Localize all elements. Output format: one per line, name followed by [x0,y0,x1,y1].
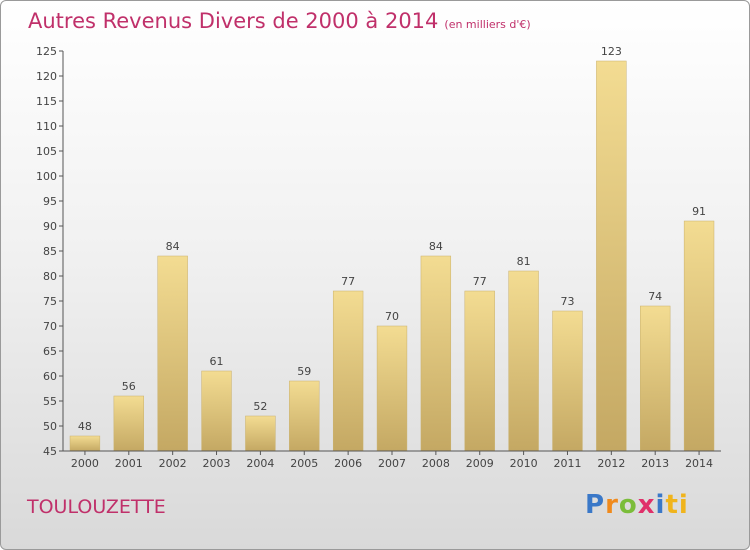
y-tick-label: 80 [43,270,57,283]
bar [552,310,583,452]
bar [157,255,188,452]
bar [69,435,101,452]
x-tick-label: 2008 [422,457,450,470]
y-tick: 75 [43,295,63,308]
bar [376,325,408,452]
y-tick-label: 75 [43,295,57,308]
bar-value-label: 84 [429,240,443,253]
bar-value-label: 73 [560,295,574,308]
bar [683,220,715,452]
chart-unit-note: (en milliers d'€) [444,18,531,31]
x-tick-label: 2005 [290,457,318,470]
bar-value-label: 61 [210,355,224,368]
y-tick-label: 120 [36,70,57,83]
bar [596,60,627,452]
x-tick-label: 2004 [246,457,274,470]
x-axis: 2000 2001 2002 2003 2004 2005 2006 2007 2008 2009… [63,450,721,470]
y-tick: 120 [36,70,63,83]
x-tick-label: 2003 [203,457,231,470]
bar [508,270,539,452]
y-axis: 45 50 55 60 65 70 75 80 85 90 95 100 105 110 115 120 125 [36,45,64,458]
bar [420,255,452,452]
y-tick: 125 [36,45,63,58]
y-tick-label: 50 [43,420,57,433]
bar-value-label: 56 [122,380,136,393]
y-tick-label: 65 [43,345,57,358]
x-tick-label: 2006 [334,457,362,470]
bar-value-label: 59 [297,365,311,378]
bar [464,290,495,452]
bar [332,290,364,452]
y-tick: 60 [43,370,63,383]
y-tick-label: 90 [43,220,57,233]
y-tick-label: 95 [43,195,57,208]
x-tick-label: 2007 [378,457,406,470]
bar [201,370,232,452]
bar-value-label: 91 [692,205,706,218]
x-tick-label: 2002 [159,457,187,470]
y-tick-label: 45 [43,445,57,458]
bar [113,395,144,452]
bar-value-label: 52 [253,400,267,413]
bar-value-label: 77 [473,275,487,288]
y-tick: 80 [43,270,63,283]
bar [245,415,276,452]
y-tick-label: 125 [36,45,57,58]
x-tick-label: 2013 [641,457,669,470]
x-tick-label: 2011 [553,457,581,470]
y-tick: 50 [43,420,63,433]
bar-value-label: 84 [166,240,180,253]
bar [289,380,320,452]
y-tick: 100 [36,170,63,183]
chart-title-main: Autres Revenus Divers de 2000 à 2014 [28,9,439,33]
y-tick-label: 85 [43,245,57,258]
chart-title: Autres Revenus Divers de 2000 à 2014 (en … [28,9,531,33]
y-tick: 55 [43,395,63,408]
y-tick: 115 [36,95,63,108]
bar-value-label: 74 [648,290,662,303]
x-tick-label: 2014 [685,457,713,470]
y-tick-label: 55 [43,395,57,408]
y-tick: 45 [43,445,63,458]
bar-value-label: 70 [385,310,399,323]
y-tick-label: 105 [36,145,57,158]
x-tick-label: 2001 [115,457,143,470]
y-tick-label: 100 [36,170,57,183]
y-tick: 65 [43,345,63,358]
x-tick-label: 2010 [510,457,538,470]
bar-value-label: 81 [517,255,531,268]
commune-name: TOULOUZETTE [27,496,166,518]
bar-value-label: 77 [341,275,355,288]
bar-value-label: 123 [601,45,622,58]
y-tick-label: 115 [36,95,57,108]
proxiti-logo[interactable]: Proxiti [585,490,689,520]
y-tick: 95 [43,195,63,208]
y-tick-label: 110 [36,120,57,133]
y-tick: 110 [36,120,63,133]
x-tick-label: 2000 [71,457,99,470]
y-tick-label: 60 [43,370,57,383]
y-tick: 85 [43,245,63,258]
bar-value-label: 48 [78,420,92,433]
bars: 48 56 84 61 52 59 77 70 84 77 81 73 123 74 91 [69,45,715,452]
x-tick-label: 2012 [597,457,625,470]
y-tick-label: 70 [43,320,57,333]
y-tick: 90 [43,220,63,233]
bar [640,305,671,452]
y-tick: 70 [43,320,63,333]
x-tick-label: 2009 [466,457,494,470]
y-tick: 105 [36,145,63,158]
